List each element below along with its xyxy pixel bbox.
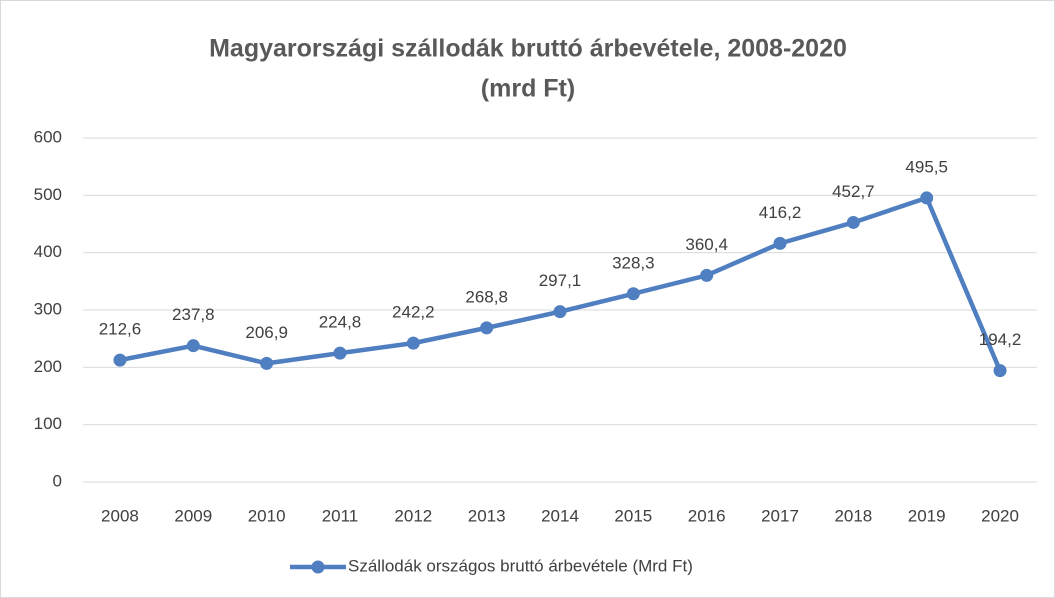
x-tick-label: 2018 <box>834 506 872 525</box>
x-tick-label: 2016 <box>688 506 726 525</box>
data-point <box>186 339 200 353</box>
data-label: 242,2 <box>392 303 435 322</box>
y-tick-label: 400 <box>34 242 62 261</box>
x-tick-label: 2015 <box>614 506 652 525</box>
chart-title: Magyarországi szállodák bruttó árbevétel… <box>209 35 847 63</box>
y-tick-label: 500 <box>34 185 62 204</box>
x-tick-label: 2010 <box>248 506 286 525</box>
data-label: 416,2 <box>759 203 802 222</box>
x-tick-label: 2013 <box>468 506 506 525</box>
data-label: 328,3 <box>612 253 655 272</box>
chart-title: (mrd Ft) <box>481 75 575 103</box>
data-label: 224,8 <box>319 313 362 332</box>
x-tick-label: 2020 <box>981 506 1019 525</box>
data-label: 268,8 <box>465 287 508 306</box>
y-tick-label: 200 <box>34 357 62 376</box>
data-point <box>626 287 640 301</box>
data-point <box>406 336 420 350</box>
y-tick-label: 600 <box>34 127 62 146</box>
x-tick-label: 2017 <box>761 506 799 525</box>
data-point <box>993 364 1007 378</box>
data-point <box>333 346 347 360</box>
x-tick-label: 2011 <box>322 506 359 525</box>
y-tick-label: 0 <box>53 471 62 490</box>
data-point <box>700 268 714 282</box>
x-tick-label: 2008 <box>101 506 139 525</box>
y-tick-label: 300 <box>34 299 62 318</box>
legend-marker <box>311 560 325 574</box>
x-tick-label: 2009 <box>174 506 212 525</box>
data-point <box>260 356 274 370</box>
data-label: 360,4 <box>685 235 728 254</box>
data-point <box>773 236 787 250</box>
x-tick-label: 2012 <box>394 506 432 525</box>
data-point <box>553 305 567 319</box>
data-label: 237,8 <box>172 305 215 324</box>
y-tick-label: 100 <box>34 414 62 433</box>
data-label: 297,1 <box>539 271 582 290</box>
data-label: 452,7 <box>832 182 875 201</box>
data-point <box>113 353 127 367</box>
x-tick-label: 2019 <box>908 506 946 525</box>
data-label: 206,9 <box>245 323 288 342</box>
data-point <box>480 321 494 335</box>
data-point <box>846 215 860 229</box>
x-tick-label: 2014 <box>541 506 579 525</box>
data-label: 212,6 <box>99 320 142 339</box>
data-label: 194,2 <box>979 330 1022 349</box>
legend-label: Szállodák országos bruttó árbevétele (Mr… <box>348 556 693 575</box>
data-point <box>920 191 934 205</box>
data-label: 495,5 <box>905 157 948 176</box>
